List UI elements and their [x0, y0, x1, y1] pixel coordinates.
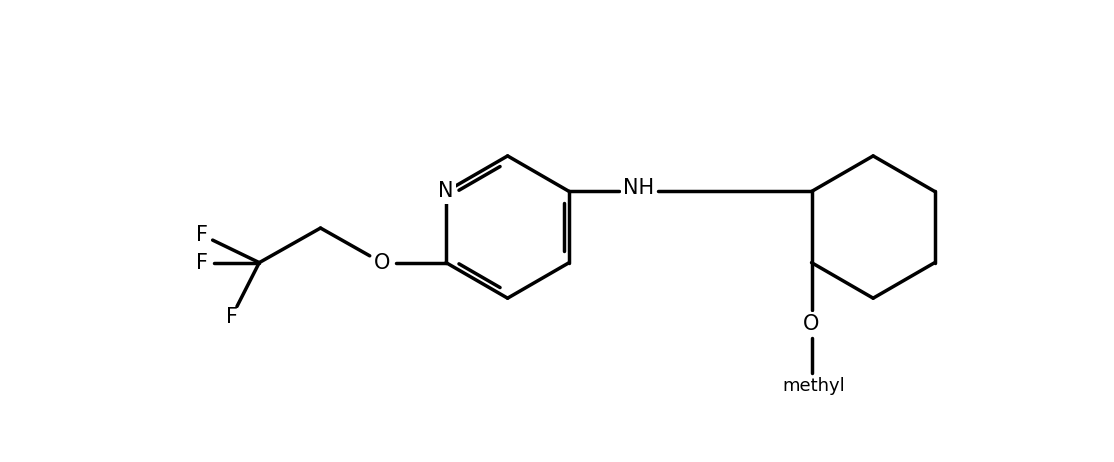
Text: N: N — [438, 182, 453, 201]
Text: F: F — [226, 307, 237, 327]
Text: O: O — [803, 314, 820, 334]
Text: O: O — [373, 253, 390, 273]
Text: NH: NH — [623, 177, 654, 198]
Text: F: F — [196, 253, 208, 273]
Text: methyl: methyl — [782, 377, 844, 395]
Text: F: F — [196, 225, 208, 245]
